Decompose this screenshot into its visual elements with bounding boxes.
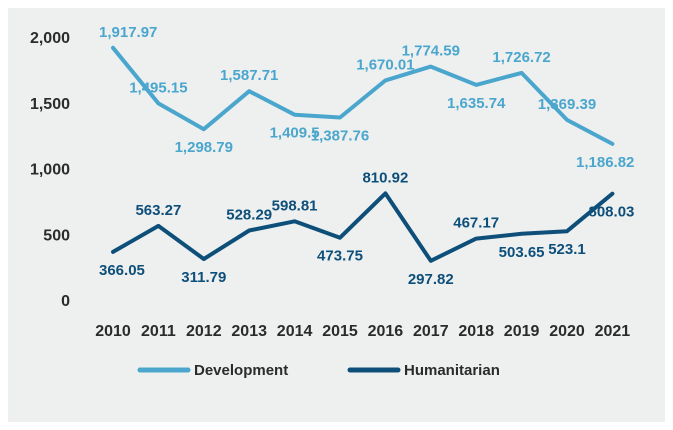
data-label: 311.79 xyxy=(181,269,226,286)
x-tick-label: 2013 xyxy=(231,323,267,340)
series-line-humanitarian xyxy=(111,191,615,263)
data-label: 1,635.74 xyxy=(447,95,506,112)
data-label: 563.27 xyxy=(135,202,181,219)
y-tick-label: 0 xyxy=(61,293,70,310)
data-label: 1,298.79 xyxy=(175,139,233,156)
data-label: 598.81 xyxy=(272,197,318,214)
line-chart: 2,000 1,500 1,000 500 0 2010 2011 2012 2013 2014 2… xyxy=(30,24,635,379)
x-tick-label: 2011 xyxy=(141,323,176,340)
x-tick-label: 2016 xyxy=(368,323,404,340)
data-label: 1,774.59 xyxy=(402,43,460,60)
y-tick-label: 2,000 xyxy=(30,30,70,47)
x-tick-label: 2010 xyxy=(95,323,131,340)
legend-label: Development xyxy=(194,362,288,379)
data-label: 1,587.71 xyxy=(220,67,278,84)
x-tick-label: 2021 xyxy=(595,323,631,340)
data-label: 523.1 xyxy=(548,241,586,258)
data-label: 1,726.72 xyxy=(492,49,550,66)
data-label: 1,186.82 xyxy=(576,154,634,171)
data-label: 810.92 xyxy=(362,169,408,186)
y-tick-label: 1,500 xyxy=(30,96,70,113)
data-label: 1,409.5 xyxy=(270,125,320,142)
data-label: 808.03 xyxy=(589,204,635,221)
data-label: 297.82 xyxy=(408,271,454,288)
data-label: 467.17 xyxy=(453,215,499,232)
data-label: 1,917.97 xyxy=(99,24,157,41)
data-label: 1,670.01 xyxy=(356,56,414,73)
data-label: 503.65 xyxy=(499,244,545,261)
data-label: 1,387.76 xyxy=(311,128,369,145)
y-tick-label: 500 xyxy=(43,227,70,244)
series-line-development xyxy=(111,45,615,146)
x-tick-label: 2014 xyxy=(277,323,313,340)
data-label: 1,495.15 xyxy=(129,79,187,96)
x-tick-label: 2017 xyxy=(413,323,449,340)
x-tick-label: 2020 xyxy=(549,323,585,340)
y-tick-label: 1,000 xyxy=(30,162,70,179)
x-tick-label: 2012 xyxy=(186,323,222,340)
x-tick-label: 2018 xyxy=(458,323,494,340)
chart-frame: 2,000 1,500 1,000 500 0 2010 2011 2012 2013 2014 2… xyxy=(8,8,665,422)
data-label: 366.05 xyxy=(99,262,145,279)
x-tick-label: 2019 xyxy=(504,323,540,340)
data-label: 528.29 xyxy=(226,207,272,224)
legend-label: Humanitarian xyxy=(404,362,500,379)
data-label: 473.75 xyxy=(317,248,363,265)
x-tick-label: 2015 xyxy=(322,323,358,340)
data-label: 1,369.39 xyxy=(538,96,596,113)
